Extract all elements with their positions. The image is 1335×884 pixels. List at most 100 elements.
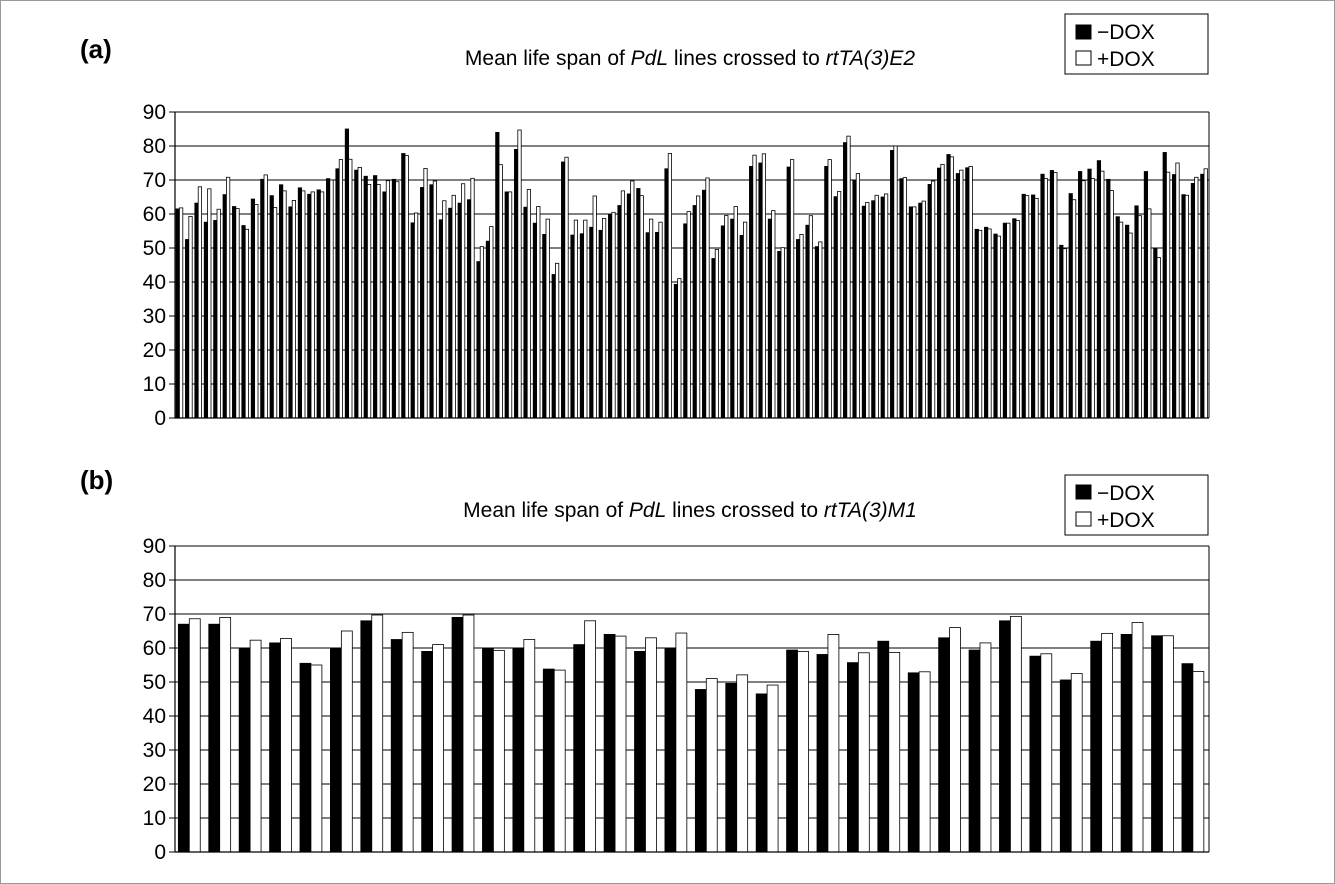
panel-a-bar-plus-dox [705,177,710,419]
panel-b-y-tick-label: 60 [143,637,166,660]
panel-b-y-tick-label: 10 [143,807,166,830]
panel-a-bar-minus-dox [899,178,904,419]
panel-a-bar-minus-dox [720,225,726,419]
panel-b-bar-plus-dox [371,614,384,853]
panel-a-bar-minus-dox [1078,171,1083,419]
panel-b-bar-plus-dox [584,620,596,853]
panel-a-legend-swatch-minus-dox [1075,24,1092,40]
panel-a-bar-minus-dox [250,198,256,419]
panel-a-bar-plus-dox [423,168,428,419]
panel-b-bar-plus-dox [918,671,931,853]
panel-a-bar-minus-dox [1190,182,1196,419]
panel-b-bar-minus-dox [907,672,920,853]
panel-b-bar-minus-dox [177,623,190,853]
panel-a-title-part-2: PdL [631,47,668,70]
panel-b-bar-minus-dox [938,637,950,853]
panel-a-bar-minus-dox [711,258,716,419]
panel-a-bar-plus-dox [893,145,898,419]
panel-a-bar-minus-dox [523,206,528,419]
panel-a-bar-minus-dox [485,240,491,419]
panel-a-bar-plus-dox [1119,221,1124,419]
panel-a-bar-minus-dox [786,166,791,419]
panel-b-bar-minus-dox [299,662,312,853]
panel-a-bar-plus-dox [1090,178,1096,419]
panel-a-bar-minus-dox [467,199,472,419]
panel-a-bar-plus-dox [216,208,221,419]
panel-a-bar-minus-dox [702,189,707,419]
panel-a-bar-plus-dox [752,154,757,419]
panel-b-bar-plus-dox [614,635,627,853]
panel-b-bar-plus-dox [188,618,201,853]
panel-b-bar-plus-dox [219,617,232,853]
panel-a-bar-plus-dox [790,159,795,419]
panel-a-bar-minus-dox [739,235,744,419]
panel-a-bar-plus-dox [461,183,466,419]
panel-a-bar-minus-dox [871,200,876,419]
panel-a-bar-plus-dox [846,135,851,419]
panel-a-bar-plus-dox [273,207,278,419]
panel-a-bar-plus-dox [1137,215,1143,419]
panel-a-bar-minus-dox [1012,218,1017,419]
panel-a-y-tick-label: 20 [143,339,166,362]
panel-a-bar-minus-dox [955,173,961,419]
panel-a-bar-plus-dox [808,215,814,419]
panel-b-bar-minus-dox [542,668,555,853]
panel-a-bar-minus-dox [1040,173,1045,419]
panel-a-bar-minus-dox [269,195,274,419]
panel-a-y-tick-label: 80 [143,135,166,158]
panel-a-bar-plus-dox [226,176,231,419]
panel-a-y-tick-label: 90 [143,101,166,124]
panel-a-bar-plus-dox [244,228,250,419]
panel-a-bar-plus-dox [301,190,306,419]
panel-a-bar-minus-dox [570,234,575,419]
panel-a-label: (a) [80,34,112,64]
panel-a-bar-plus-dox [1184,194,1190,419]
panel-a-bar-plus-dox [959,169,964,419]
panel-b-bar-plus-dox [1162,635,1174,853]
panel-a-y-tick-label: 0 [154,407,166,430]
panel-a-bar-plus-dox [620,190,626,419]
panel-a-bar-plus-dox [320,191,325,419]
panel-a-bar-minus-dox [373,175,378,419]
panel-a-legend: −DOX +DOX [1064,13,1209,75]
panel-a-bar-minus-dox [260,178,265,419]
panel-a-bar-minus-dox [636,188,641,419]
panel-a-chart: (a) Mean life span of PdL lines crossed … [80,13,1210,430]
panel-a-bar-plus-dox [442,200,447,419]
panel-a-bar-minus-dox [514,148,519,419]
panel-a-bar-plus-dox [987,228,992,419]
panel-a-bar-minus-dox [937,167,942,419]
panel-a-bar-plus-dox [592,195,597,419]
panel-a-bar-plus-dox [1100,170,1105,419]
panel-a-bar-plus-dox [874,194,879,419]
panel-a-bar-plus-dox [771,210,776,419]
panel-a-bar-plus-dox [1175,162,1180,419]
panel-a-bar-plus-dox [996,235,1002,419]
panel-a-bar-minus-dox [401,153,406,419]
panel-a-bar-plus-dox [517,129,522,419]
panel-a-title-part-1: Mean life span of [465,47,631,70]
panel-a-bar-plus-dox [338,159,344,419]
panel-a-bar-minus-dox [561,161,566,419]
panel-a-y-tick-label: 60 [143,203,166,226]
panel-a-bar-plus-dox [1081,180,1086,419]
panel-a-bar-plus-dox [1015,220,1020,419]
panel-a-bar-minus-dox [448,207,453,419]
panel-a-bar-minus-dox [185,239,190,419]
panel-a-bar-minus-dox [222,194,227,419]
panel-b-bar-plus-dox [523,639,536,853]
panel-a-legend-swatch-plus-dox [1075,50,1092,66]
panel-a-bar-minus-dox [476,261,481,419]
panel-b-bar-minus-dox [482,647,494,853]
panel-a-bar-minus-dox [927,184,932,419]
panel-b-y-tick-label: 50 [143,671,166,694]
panel-a-bar-plus-dox [686,211,691,419]
panel-b-y-tick-label: 70 [143,603,166,626]
panel-b-bar-plus-dox [979,642,992,853]
panel-a-bar-plus-dox [902,177,908,419]
panel-b-legend-label-minus-dox: −DOX [1097,482,1155,505]
panel-a-bar-plus-dox [564,156,569,419]
panel-a-bar-minus-dox [758,162,763,419]
panel-b-plot-area: 0 10 20 30 40 50 60 70 80 90 [143,535,1210,864]
panel-a-bar-plus-dox [404,155,409,419]
